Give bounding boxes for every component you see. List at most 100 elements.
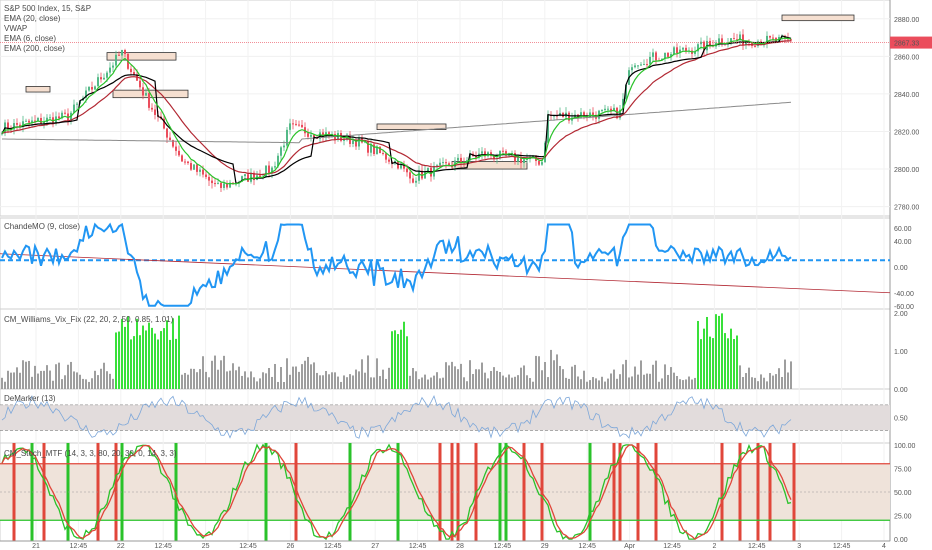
candle: [145, 93, 147, 96]
vix-bar: [439, 378, 441, 389]
candle: [61, 112, 63, 119]
stoch-tick-label: 0.00: [894, 537, 908, 544]
vix-bar: [319, 375, 321, 389]
candle: [91, 87, 93, 90]
candle: [46, 117, 48, 122]
legend-ema20[interactable]: EMA (20, close): [4, 14, 61, 23]
candle: [241, 176, 243, 182]
candle: [217, 182, 219, 184]
main-legend: S&P 500 Index, 15, S&P EMA (20, close) V…: [4, 4, 91, 54]
candle: [43, 121, 45, 124]
vix-bar: [343, 375, 345, 389]
vix-bar: [529, 378, 531, 389]
candle: [649, 56, 651, 65]
vix-bar: [40, 370, 42, 389]
candle: [355, 140, 357, 147]
vix-bar: [628, 377, 630, 389]
vix-bar: [115, 332, 117, 389]
vix-bar: [184, 372, 186, 389]
vix-bar: [625, 359, 627, 389]
vix-bar: [25, 361, 27, 389]
candle: [328, 132, 330, 136]
cmo-title[interactable]: ChandeMO (9, close): [4, 222, 81, 231]
candle: [73, 104, 75, 113]
candle: [388, 159, 390, 162]
legend-ema200[interactable]: EMA (200, close): [4, 44, 65, 53]
vix-bar: [370, 377, 372, 389]
vix-title[interactable]: CM_Williams_Vix_Fix (22, 20, 2, 50, 0.85…: [4, 315, 174, 324]
vix-bar: [61, 379, 63, 389]
candle: [610, 108, 612, 112]
vix-bar: [55, 364, 57, 389]
vix-bar: [328, 374, 330, 389]
cmo-trend-line: [0, 253, 891, 294]
vix-bar: [208, 377, 210, 389]
vix-bar: [334, 372, 336, 389]
last-price-badge: [890, 36, 932, 49]
vix-bar: [700, 339, 702, 389]
candle: [583, 112, 585, 117]
vix-bar: [772, 375, 774, 389]
vix-bar: [526, 375, 528, 389]
vix-bar: [661, 378, 663, 389]
candle: [367, 140, 369, 153]
candle: [253, 172, 255, 181]
legend-vwap[interactable]: VWAP: [4, 24, 28, 33]
candle: [190, 163, 192, 170]
legend-symbol[interactable]: S&P 500 Index, 15, S&P: [4, 4, 92, 13]
candle: [766, 35, 768, 44]
vix-bar: [745, 373, 747, 389]
candle: [214, 183, 216, 185]
candle: [166, 128, 168, 138]
demarker-title[interactable]: DeMarker (13): [4, 394, 56, 403]
vix-bar: [637, 374, 639, 389]
legend-ema6[interactable]: EMA (6, close): [4, 34, 57, 43]
resistance-box: [106, 52, 177, 61]
vix-bar: [127, 316, 129, 389]
candle: [745, 41, 747, 45]
vix-bar: [466, 381, 468, 389]
candle: [685, 47, 687, 52]
vix-bar: [742, 377, 744, 389]
candle: [469, 153, 471, 161]
vix-bar: [622, 364, 624, 389]
vix-bar: [601, 376, 603, 389]
stoch-title[interactable]: CM_Stoch_MTF (14, 3, 3, 80, 20, 30, 0, 1…: [4, 449, 177, 458]
candle: [58, 116, 60, 119]
candle: [28, 120, 30, 123]
vix-bar: [523, 365, 525, 389]
demarker-tick-label: 0.50: [894, 416, 908, 423]
vix-tick-label: 0.00: [894, 387, 908, 394]
vix-bar: [649, 373, 651, 389]
vix-bar: [385, 378, 387, 389]
vix-bar: [223, 355, 225, 389]
candle: [115, 54, 117, 66]
candle: [637, 65, 639, 67]
vix-bar: [361, 359, 363, 389]
candle: [184, 161, 186, 163]
time-tick-label: 12:45: [409, 543, 427, 550]
vix-bar: [106, 371, 108, 389]
vix-bar: [325, 371, 327, 389]
time-tick-label: 4: [882, 543, 886, 550]
stoch-tick-label: 75.00: [894, 466, 912, 473]
candle: [208, 176, 210, 181]
candle: [223, 183, 225, 188]
vix-bar: [670, 367, 672, 389]
candle: [541, 162, 543, 165]
vix-bar: [289, 374, 291, 389]
candle: [520, 156, 522, 164]
candle: [439, 162, 441, 166]
candle: [640, 64, 642, 66]
vix-bar: [517, 375, 519, 389]
vix-bar: [631, 376, 633, 389]
vix-bar: [250, 371, 252, 389]
candle: [271, 167, 273, 174]
candle: [604, 108, 606, 110]
candle: [220, 182, 222, 188]
candle: [289, 123, 291, 130]
candle: [151, 107, 153, 110]
candle: [244, 174, 246, 177]
vix-bar: [757, 381, 759, 389]
